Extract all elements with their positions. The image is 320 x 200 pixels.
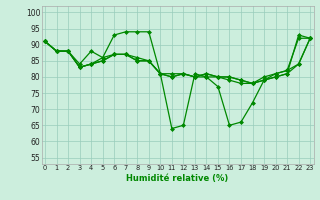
X-axis label: Humidité relative (%): Humidité relative (%)	[126, 174, 229, 183]
